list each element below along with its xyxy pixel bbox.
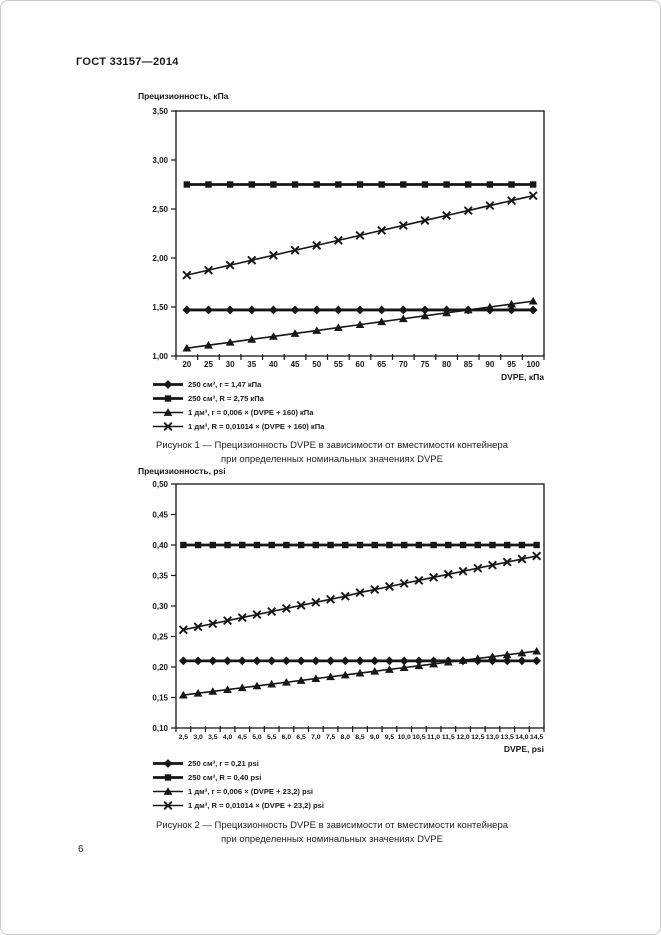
svg-text:30: 30 (226, 360, 235, 369)
svg-text:3,50: 3,50 (152, 107, 168, 116)
svg-text:11,0: 11,0 (427, 734, 440, 741)
svg-text:6,0: 6,0 (282, 734, 292, 741)
figure2-chart: Прецизионность, psi 0,10 0,15 0,20 0,25 0,30 0… (138, 466, 545, 754)
diamond-marker-icon (153, 380, 183, 389)
svg-text:6,5: 6,5 (296, 734, 306, 741)
svg-text:3,0: 3,0 (193, 734, 203, 741)
square-marker-icon (153, 774, 183, 781)
svg-text:40: 40 (269, 360, 278, 369)
svg-text:8,5: 8,5 (355, 734, 365, 741)
svg-text:12,5: 12,5 (471, 734, 484, 741)
x-axis-label: DVPE, psi (504, 744, 544, 754)
svg-text:1,50: 1,50 (152, 303, 168, 312)
svg-text:13,0: 13,0 (486, 734, 499, 741)
svg-text:80: 80 (442, 360, 451, 369)
svg-text:4,5: 4,5 (238, 734, 248, 741)
svg-text:65: 65 (377, 360, 386, 369)
svg-text:11,5: 11,5 (442, 734, 455, 741)
svg-text:0,20: 0,20 (152, 663, 168, 672)
svg-text:0,15: 0,15 (152, 694, 168, 703)
svg-text:70: 70 (399, 360, 408, 369)
svg-text:35: 35 (247, 360, 256, 369)
figure2-legend: 250 см³, r = 0,21 psi 250 см³, R = 0,40 p… (153, 758, 324, 811)
svg-text:10,0: 10,0 (398, 734, 411, 741)
triangle-marker-icon (153, 408, 183, 416)
svg-text:3,00: 3,00 (152, 156, 168, 165)
legend-item: 250 см³, r = 0,21 psi (153, 758, 324, 769)
svg-text:5,0: 5,0 (252, 734, 262, 741)
figure1-caption-line2: при определенных номинальных значениях D… (221, 454, 443, 465)
svg-text:0,30: 0,30 (152, 602, 168, 611)
legend-label: 1 дм³, R = 0,01014 × (DVPE + 23,2) psi (188, 801, 325, 810)
figure2-caption-line1: Рисунок 2 — Прецизионность DVPE в зависи… (155, 820, 508, 831)
y-axis-label: Прецизионность, psi (138, 466, 226, 476)
svg-text:85: 85 (464, 360, 473, 369)
legend-item: 250 см³, R = 0,40 psi (153, 772, 324, 783)
svg-text:25: 25 (204, 360, 213, 369)
svg-text:12,0: 12,0 (456, 734, 469, 741)
svg-text:7,5: 7,5 (326, 734, 336, 741)
x-marker-icon (153, 801, 183, 810)
svg-text:55: 55 (334, 360, 343, 369)
svg-text:0,35: 0,35 (152, 572, 168, 581)
svg-text:9,0: 9,0 (370, 734, 380, 741)
legend-label: 250 см³, R = 0,40 psi (188, 773, 262, 782)
legend-item: 250 см³, R = 2,75 кПа (153, 393, 324, 404)
svg-text:0,45: 0,45 (152, 511, 168, 520)
svg-text:8,0: 8,0 (341, 734, 351, 741)
legend-label: 1 дм³, R = 0,01014 × (DVPE + 160) кПа (188, 422, 325, 431)
figure1-caption-line1: Рисунок 1 — Прецизионность DVPE в зависи… (155, 440, 508, 451)
figure1-chart: Прецизионность, кПа 1,00 1,50 2,00 2,50 3,00 3… (138, 91, 545, 382)
y-axis-label: Прецизионность, кПа (138, 91, 229, 101)
svg-text:20: 20 (182, 360, 191, 369)
triangle-marker-icon (153, 787, 183, 795)
svg-text:0,10: 0,10 (152, 724, 168, 733)
svg-text:14,0: 14,0 (515, 734, 528, 741)
legend-label: 1 дм³, r = 0,006 × (DVPE + 23,2) psi (188, 787, 314, 796)
figure2-caption-line2: при определенных номинальных значениях D… (221, 834, 443, 845)
diamond-marker-icon (153, 759, 183, 768)
svg-text:100: 100 (526, 360, 540, 369)
svg-text:9,5: 9,5 (385, 734, 395, 741)
legend-label: 250 см³, R = 2,75 кПа (188, 394, 264, 403)
svg-text:14,5: 14,5 (530, 734, 543, 741)
svg-text:4,0: 4,0 (223, 734, 233, 741)
svg-text:45: 45 (291, 360, 300, 369)
svg-text:2,00: 2,00 (152, 254, 168, 263)
x-axis-label: DVPE, кПа (501, 372, 544, 382)
document-header: ГОСТ 33157—2014 (76, 56, 179, 68)
figure1-legend: 250 см³, r = 1,47 кПа 250 см³, R = 2,75 к… (153, 379, 324, 432)
legend-item: 250 см³, r = 1,47 кПа (153, 379, 324, 390)
square-marker-icon (153, 395, 183, 402)
figure2-caption: Рисунок 2 — Прецизионность DVPE в зависи… (76, 819, 588, 847)
svg-text:1,00: 1,00 (152, 352, 168, 361)
svg-text:90: 90 (485, 360, 494, 369)
svg-text:13,5: 13,5 (501, 734, 514, 741)
svg-text:0,25: 0,25 (152, 633, 168, 642)
legend-label: 250 см³, r = 0,21 psi (188, 759, 259, 768)
svg-text:2,5: 2,5 (179, 734, 189, 741)
page-number: 6 (78, 844, 84, 855)
svg-text:5,5: 5,5 (267, 734, 277, 741)
svg-text:10,5: 10,5 (412, 734, 425, 741)
figure1-caption: Рисунок 1 — Прецизионность DVPE в зависи… (76, 439, 588, 467)
svg-text:0,50: 0,50 (152, 480, 168, 489)
legend-label: 250 см³, r = 1,47 кПа (188, 380, 262, 389)
svg-text:60: 60 (356, 360, 365, 369)
svg-text:95: 95 (507, 360, 516, 369)
legend-item: 1 дм³, R = 0,01014 × (DVPE + 160) кПа (153, 421, 324, 432)
legend-item: 1 дм³, r = 0,006 × (DVPE + 23,2) psi (153, 786, 324, 797)
legend-item: 1 дм³, r = 0,006 × (DVPE + 160) кПа (153, 407, 324, 418)
svg-text:2,50: 2,50 (152, 205, 168, 214)
legend-item: 1 дм³, R = 0,01014 × (DVPE + 23,2) psi (153, 800, 324, 811)
svg-text:7,0: 7,0 (311, 734, 321, 741)
legend-label: 1 дм³, r = 0,006 × (DVPE + 160) кПа (188, 408, 314, 417)
svg-text:50: 50 (312, 360, 321, 369)
svg-text:3,5: 3,5 (208, 734, 218, 741)
svg-text:75: 75 (420, 360, 429, 369)
x-marker-icon (153, 422, 183, 431)
svg-text:0,40: 0,40 (152, 541, 168, 550)
